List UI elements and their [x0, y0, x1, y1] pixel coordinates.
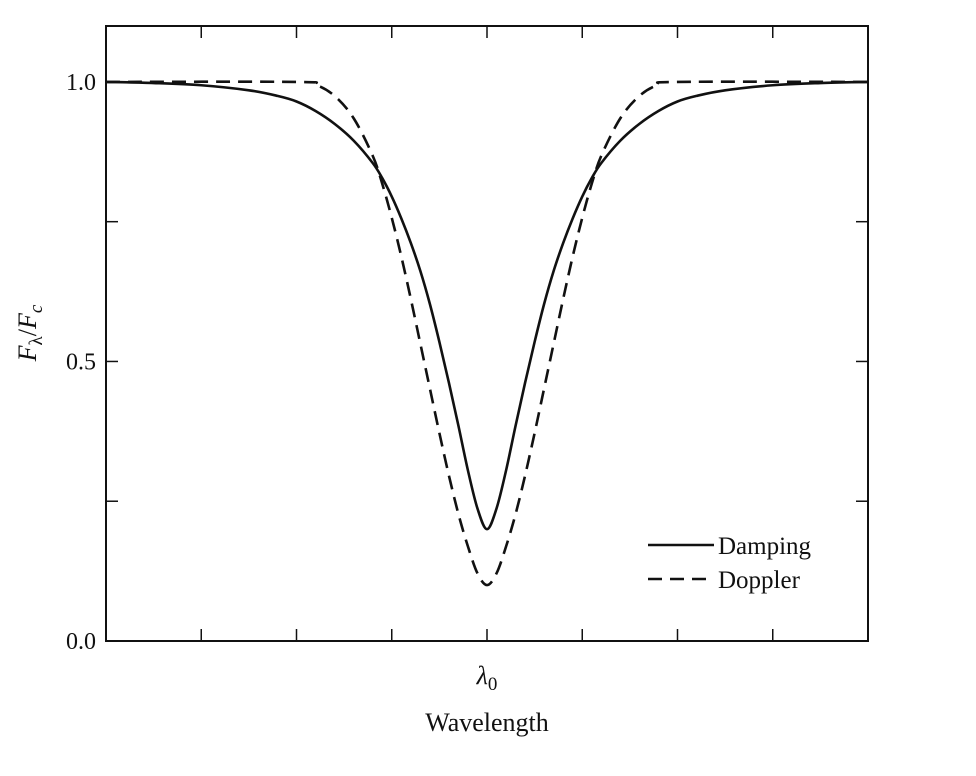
y-axis-label: Fλ/Fc	[13, 304, 47, 362]
y-tick-label: 0.0	[66, 629, 96, 655]
x-tick-label-lambda0: λ0	[476, 661, 498, 695]
legend-label-damping: Damping	[718, 533, 812, 560]
axis-ticks	[106, 26, 868, 642]
legend-label-doppler: Doppler	[718, 567, 801, 594]
axis-tick-labels: 0.0 0.5 1.0 λ0	[66, 70, 497, 695]
x-axis-label: Wavelength	[425, 708, 549, 737]
series-line-doppler	[105, 80, 869, 587]
y-tick-label: 0.5	[66, 349, 96, 375]
series-curves	[105, 80, 869, 587]
series-line-damping	[105, 80, 869, 531]
legend: Damping Doppler	[648, 533, 812, 594]
y-tick-label: 1.0	[66, 70, 96, 96]
